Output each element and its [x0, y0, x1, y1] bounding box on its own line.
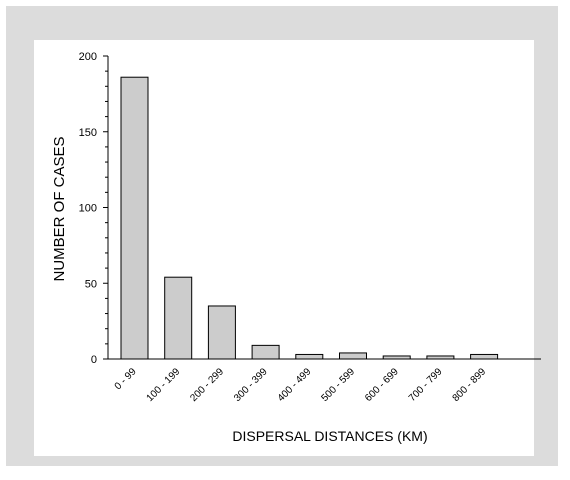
x-tick-label: 300 - 399: [232, 366, 270, 404]
bars: [120, 76, 499, 360]
x-axis-label: DISPERSAL DISTANCES (KM): [232, 428, 427, 444]
x-tick-label: 500 - 599: [319, 366, 357, 404]
y-tick-label: 50: [85, 278, 97, 290]
y-tick-label: 200: [79, 51, 97, 63]
y-tick-label: 100: [79, 203, 97, 215]
bar: [251, 344, 280, 360]
bar: [470, 353, 499, 360]
chart-frame: [6, 6, 558, 466]
x-tick-label: 100 - 199: [145, 366, 183, 404]
x-tick-label: 0 - 99: [113, 366, 139, 392]
bar: [164, 276, 193, 360]
x-ticks: 0 - 99 100 - 199 200 - 299 300 - 399 400 - 4…: [113, 366, 489, 404]
bar: [207, 305, 236, 360]
bar: [382, 355, 411, 360]
x-tick-label: 800 - 899: [451, 366, 489, 404]
x-tick-label: 700 - 799: [407, 366, 445, 404]
y-tick-label: 150: [79, 127, 97, 139]
y-tick-label: 0: [91, 354, 97, 366]
y-axis-label: NUMBER OF CASES: [51, 136, 68, 281]
y-ticks: 0 50 100 150 200: [79, 51, 108, 366]
chart-panel: [34, 40, 534, 456]
bar: [339, 352, 367, 360]
x-tick-label: 600 - 699: [363, 366, 401, 404]
bar: [426, 355, 455, 360]
bar: [120, 76, 149, 360]
x-tick-label: 200 - 299: [188, 366, 226, 404]
bar: [295, 353, 324, 360]
x-tick-label: 400 - 499: [276, 366, 314, 404]
